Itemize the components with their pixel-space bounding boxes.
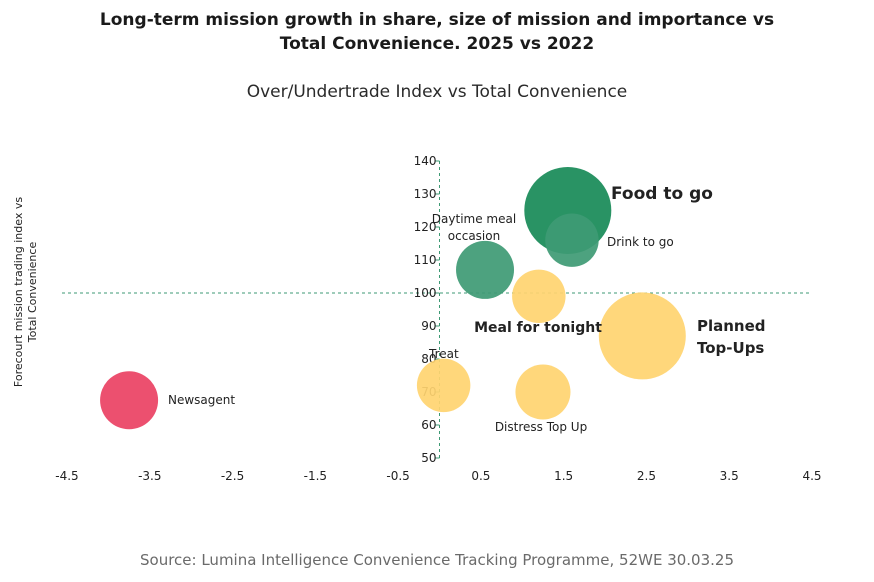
- x-tick-label: 2.5: [637, 469, 656, 483]
- label-drink-to-go: Drink to go: [607, 235, 674, 249]
- source-note: Source: Lumina Intelligence Convenience …: [140, 551, 734, 569]
- y-tick-label: 120: [414, 220, 437, 234]
- x-tick-label: 1.5: [554, 469, 573, 483]
- label-meal-for-tonight: Meal for tonight: [474, 320, 602, 336]
- x-tick-label: -2.5: [221, 469, 244, 483]
- x-tick-label: -3.5: [138, 469, 161, 483]
- x-tick-label: 0.5: [471, 469, 490, 483]
- chart-title-line-1: Long-term mission growth in share, size …: [99, 10, 775, 30]
- y-tick-label: 50: [421, 451, 436, 465]
- y-tick-label: 90: [421, 319, 436, 333]
- bubble-treat: [416, 358, 471, 413]
- x-tick-label: -0.5: [386, 469, 409, 483]
- x-tick-label: -4.5: [55, 469, 78, 483]
- x-tick-label: 3.5: [720, 469, 739, 483]
- y-tick-label: 60: [421, 418, 436, 432]
- label-treat: Treat: [428, 347, 459, 361]
- chart-title: Long-term mission growth in share, size …: [0, 8, 874, 56]
- label-daytime-meal-line-1: Daytime meal: [432, 212, 516, 226]
- bubble-drink-to-go: [545, 213, 599, 267]
- bubble-newsagent: [100, 371, 159, 430]
- bubble-meal-for-tonight: [512, 269, 566, 324]
- bubble-distress-top-up: [515, 364, 571, 420]
- label-daytime-meal-line-2: occasion: [448, 229, 500, 243]
- label-planned-line-1: Planned: [697, 317, 766, 335]
- label-newsagent: Newsagent: [168, 393, 235, 407]
- chart-title-line-2: Total Convenience. 2025 vs 2022: [279, 34, 595, 54]
- bubble-planned-top-ups: [598, 292, 686, 380]
- label-food-to-go: Food to go: [611, 184, 713, 204]
- y-tick-label: 110: [414, 253, 437, 267]
- chart-subtitle: Over/Undertrade Index vs Total Convenien…: [246, 82, 628, 102]
- label-planned-line-2: Top-Ups: [697, 339, 764, 357]
- y-tick-label: 100: [414, 286, 437, 300]
- y-tick-label: 130: [414, 187, 437, 201]
- x-tick-label: -1.5: [304, 469, 327, 483]
- label-distress-top-up: Distress Top Up: [495, 420, 587, 434]
- y-tick-label: 140: [414, 154, 437, 168]
- bubble-daytime-meal-occasion: [456, 240, 515, 299]
- x-tick-label: 4.5: [802, 469, 821, 483]
